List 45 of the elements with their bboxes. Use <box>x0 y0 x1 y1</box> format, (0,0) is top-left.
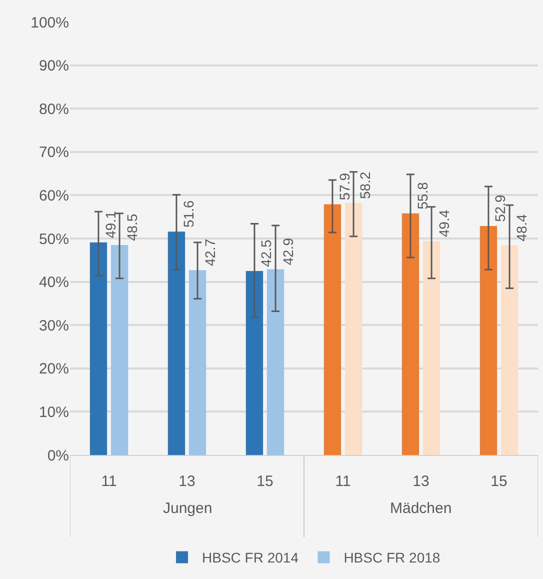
data-label: 42.5 <box>258 239 274 267</box>
bar <box>266 269 284 455</box>
y-tick-label: 90% <box>38 58 69 75</box>
data-label: 42.7 <box>202 238 218 266</box>
data-label: 52.9 <box>492 194 508 222</box>
bar <box>480 226 498 455</box>
x-tick-label: 15 <box>256 473 274 490</box>
data-label: 57.9 <box>336 172 353 200</box>
y-tick-label: 30% <box>38 317 69 334</box>
x-tick-label: 11 <box>335 473 351 490</box>
x-tick-label: 11 <box>101 473 117 490</box>
y-tick-label: 80% <box>38 100 69 118</box>
y-tick-label: 50% <box>38 230 69 248</box>
bar <box>90 242 108 455</box>
text: Jungen <box>163 500 212 517</box>
bar <box>422 241 440 455</box>
text: Mädchen <box>390 500 452 517</box>
data-label: 58.2 <box>357 172 374 200</box>
y-tick-label: 0% <box>47 447 69 464</box>
y-tick-label: 60% <box>38 187 69 204</box>
data-label: 49.4 <box>436 210 452 238</box>
bar <box>110 245 128 455</box>
legend-label: HBSC FR 2014 <box>202 550 299 566</box>
data-label: 48.5 <box>124 214 140 242</box>
data-label: 49.1 <box>102 210 119 238</box>
y-tick-label: 100% <box>30 14 69 32</box>
data-label: 55.8 <box>414 182 431 210</box>
x-tick-label: 15 <box>490 473 508 490</box>
bar <box>324 204 342 455</box>
bar <box>246 270 264 455</box>
x-tick-label: 13 <box>178 473 196 490</box>
bar <box>188 270 206 455</box>
x-tick-label: 13 <box>412 473 430 490</box>
data-label: 51.6 <box>180 200 196 228</box>
y-tick-label: 70% <box>38 144 69 162</box>
data-label: 48.4 <box>514 214 530 242</box>
bar <box>344 202 362 455</box>
bar <box>168 232 186 455</box>
bar <box>500 245 518 455</box>
y-tick-label: 40% <box>38 274 69 292</box>
y-tick-label: 10% <box>38 404 69 421</box>
bar <box>402 213 420 455</box>
legend-label: HBSC FR 2018 <box>344 550 440 566</box>
data-label: 42.9 <box>280 238 296 266</box>
y-tick-label: 20% <box>38 360 69 378</box>
